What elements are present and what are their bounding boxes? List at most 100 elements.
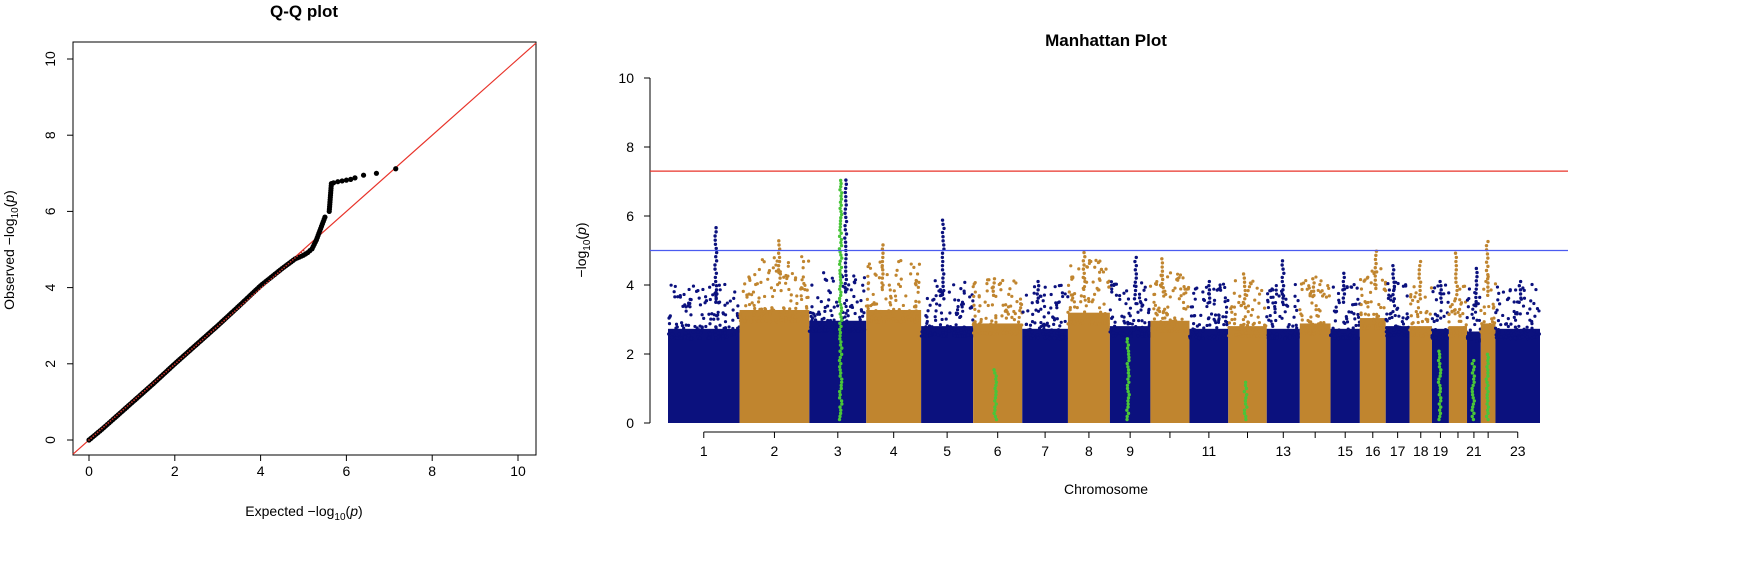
highlight-snp-point <box>839 212 844 217</box>
snp-point <box>741 289 745 293</box>
snp-point <box>1171 289 1175 293</box>
snp-point <box>1437 336 1441 341</box>
highlight-snp-point <box>1125 337 1130 341</box>
snp-point <box>865 297 869 301</box>
snp-point <box>1491 331 1495 335</box>
snp-point <box>980 331 984 335</box>
snp-point <box>1137 319 1141 323</box>
snp-point <box>1334 305 1338 309</box>
snp-point <box>684 323 688 327</box>
snp-point <box>1337 298 1341 302</box>
snp-point <box>1480 322 1484 326</box>
qq-ref-overlap <box>146 387 148 390</box>
snp-point <box>1126 297 1131 301</box>
snp-point <box>940 317 944 322</box>
snp-point <box>1093 322 1097 326</box>
snp-point <box>1224 305 1229 309</box>
snp-point <box>1345 317 1349 321</box>
snp-point <box>1385 334 1389 338</box>
snp-point <box>987 278 991 282</box>
snp-point <box>1334 309 1339 313</box>
qq-ref-overlap <box>103 425 105 428</box>
snp-point <box>799 312 803 316</box>
snp-point <box>1077 314 1081 318</box>
snp-point <box>1241 323 1245 327</box>
snp-point <box>704 324 708 329</box>
snp-point <box>1310 301 1314 305</box>
snp-point <box>1133 288 1138 293</box>
snp-point <box>1232 322 1237 326</box>
snp-point <box>1454 268 1458 272</box>
highlight-snp-point <box>994 402 998 406</box>
snp-point <box>1469 331 1473 335</box>
snp-point <box>1246 289 1250 293</box>
snp-point <box>795 301 799 306</box>
snp-point <box>1067 290 1071 294</box>
snp-point <box>1418 288 1422 293</box>
snp-point <box>1518 292 1523 296</box>
snp-point <box>782 275 786 279</box>
snp-point <box>1443 329 1448 333</box>
snp-point <box>920 330 924 334</box>
snp-point <box>1257 320 1262 325</box>
snp-point <box>1031 333 1035 338</box>
snp-point <box>1152 300 1156 304</box>
qq-ref-overlap <box>107 422 110 424</box>
highlight-snp-point <box>1436 358 1441 363</box>
highlight-snp-point <box>1438 361 1442 366</box>
snp-point <box>1066 283 1071 287</box>
snp-point <box>944 331 948 336</box>
qq-ref-overlap <box>148 386 150 388</box>
qq-ref-overlap <box>201 338 204 341</box>
snp-point <box>756 316 761 320</box>
snp-point <box>1246 334 1250 338</box>
snp-point <box>1022 336 1026 341</box>
qq-ref-overlap <box>281 268 283 271</box>
snp-point <box>942 297 946 301</box>
qq-ref-overlap <box>261 285 264 288</box>
snp-point <box>768 310 772 314</box>
snp-point <box>1392 268 1396 272</box>
qq-ref-overlap <box>182 355 185 358</box>
chromosome-9-snp-band <box>1109 326 1151 423</box>
qq-ref-overlap <box>139 393 142 396</box>
manhattan-xtick-label: 9 <box>1126 443 1134 459</box>
snp-point <box>723 303 727 307</box>
snp-point <box>1280 316 1284 320</box>
highlight-snp-point <box>1485 352 1490 357</box>
snp-point <box>691 284 696 288</box>
snp-point <box>822 271 826 275</box>
snp-point <box>1233 312 1237 316</box>
snp-point <box>1180 317 1184 321</box>
chromosome-10-snp-band <box>1150 320 1190 423</box>
snp-point <box>1517 300 1521 304</box>
snp-point <box>713 279 718 284</box>
manhattan-xtick-label: 8 <box>1085 443 1093 459</box>
snp-point <box>1400 319 1404 324</box>
snp-point <box>1221 336 1225 341</box>
snp-point <box>1087 259 1092 263</box>
snp-point <box>930 325 934 329</box>
snp-point <box>1229 334 1233 338</box>
snp-point <box>1349 285 1354 289</box>
snp-point <box>1179 287 1183 291</box>
snp-point <box>751 290 756 294</box>
snp-point <box>1140 325 1144 329</box>
snp-point <box>1146 311 1151 315</box>
snp-point <box>1454 326 1458 330</box>
snp-point <box>1212 335 1216 339</box>
snp-point <box>1352 302 1357 307</box>
snp-point <box>849 288 853 292</box>
highlight-snp-point <box>1437 417 1441 422</box>
qq-ref-overlap <box>191 348 193 350</box>
snp-point <box>916 290 920 294</box>
snp-point <box>1474 295 1478 300</box>
snp-point <box>1283 336 1287 341</box>
highlight-snp-point <box>1486 368 1490 372</box>
snp-point <box>1024 293 1029 297</box>
snp-point <box>1504 335 1508 339</box>
snp-point <box>697 296 701 300</box>
snp-point <box>891 317 895 321</box>
snp-point <box>1091 298 1095 302</box>
